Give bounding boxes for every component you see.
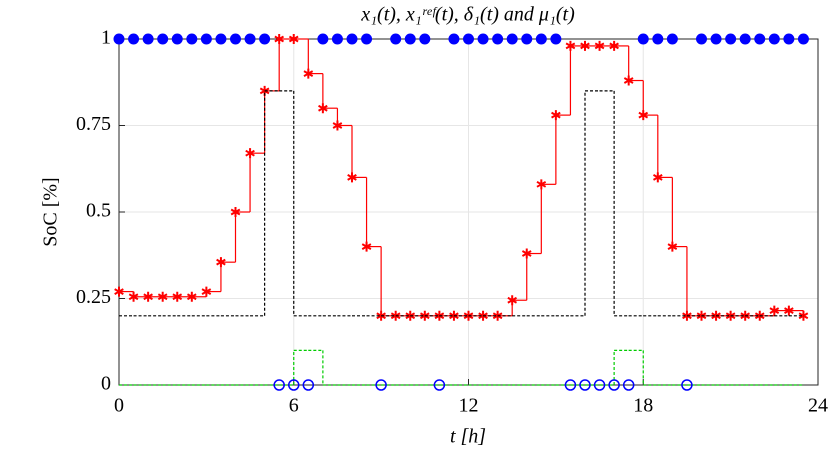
open-marker: [302, 379, 315, 391]
filled-marker: [768, 33, 780, 45]
asterisk-marker: [303, 68, 314, 79]
asterisk-marker: [172, 291, 183, 302]
y-tick-label: 0.75: [76, 113, 111, 135]
y-axis-label: SoC [%]: [40, 177, 62, 246]
filled-marker: [128, 33, 140, 45]
open-marker: [564, 379, 577, 391]
filled-marker: [331, 33, 343, 45]
asterisk-marker: [347, 172, 357, 183]
asterisk-marker: [623, 75, 634, 86]
asterisk-marker: [784, 305, 794, 316]
filled-marker: [637, 33, 649, 45]
asterisk-marker: [667, 241, 678, 252]
asterisk-marker: [318, 103, 328, 114]
filled-marker: [652, 33, 664, 45]
open-marker: [375, 379, 387, 391]
y-tick-label: 1: [101, 27, 111, 49]
y-tick-label: 0: [101, 373, 111, 395]
filled-marker: [739, 33, 751, 45]
asterisk-marker: [638, 110, 649, 121]
asterisk-marker: [652, 172, 663, 183]
filled-marker: [550, 33, 562, 45]
asterisk-marker: [332, 120, 343, 131]
asterisk-marker: [594, 40, 605, 51]
asterisk-marker: [288, 34, 299, 44]
y-tick-label: 0.5: [86, 200, 111, 222]
x-tick-label: 6: [289, 395, 299, 417]
filled-marker: [419, 33, 431, 45]
filled-marker: [754, 33, 766, 45]
x-tick-label: 18: [633, 395, 653, 417]
asterisk-marker: [216, 257, 226, 268]
open-marker: [273, 379, 285, 391]
asterisk-marker: [551, 110, 561, 121]
asterisk-marker: [507, 295, 518, 306]
filled-marker: [710, 33, 722, 45]
asterisk-marker: [114, 286, 124, 297]
asterisk-marker: [536, 179, 547, 190]
asterisk-marker: [157, 291, 168, 302]
filled-marker: [157, 33, 169, 45]
filled-marker: [463, 33, 474, 45]
filled-marker: [404, 33, 416, 45]
filled-marker: [186, 33, 198, 45]
open-marker: [579, 379, 591, 391]
series: [119, 38, 805, 317]
filled-marker: [361, 33, 373, 45]
open-marker: [608, 379, 620, 391]
filled-marker: [215, 33, 227, 45]
y-tick-label: 0.25: [76, 286, 111, 308]
asterisk-marker: [143, 291, 153, 302]
filled-marker: [259, 33, 271, 45]
filled-marker: [200, 33, 212, 45]
asterisk-marker: [274, 34, 285, 44]
open-marker: [593, 379, 606, 391]
filled-marker: [521, 33, 533, 45]
series: [119, 349, 804, 386]
asterisk-marker: [565, 40, 576, 51]
x-tick-label: 0: [114, 395, 124, 417]
open-marker: [622, 379, 635, 391]
filled-marker: [448, 33, 460, 45]
filled-marker: [244, 33, 256, 45]
filled-marker: [171, 33, 183, 45]
filled-marker: [230, 33, 241, 45]
asterisk-marker: [128, 291, 139, 302]
x-tick-label: 24: [808, 395, 828, 417]
series: [119, 90, 804, 317]
asterisk-marker: [798, 310, 809, 321]
asterisk-marker: [230, 207, 241, 217]
asterisk-marker: [361, 241, 372, 252]
filled-marker: [506, 33, 518, 45]
filled-marker: [535, 33, 547, 45]
filled-marker: [390, 33, 402, 45]
x-tick-label: 12: [459, 395, 479, 417]
filled-marker: [783, 33, 795, 45]
asterisk-marker: [245, 148, 255, 159]
asterisk-marker: [201, 286, 212, 297]
open-marker: [681, 379, 693, 391]
filled-marker: [666, 33, 678, 45]
filled-marker: [317, 33, 329, 45]
filled-marker: [696, 33, 707, 45]
open-marker: [433, 379, 446, 391]
filled-marker: [797, 33, 809, 45]
asterisk-marker: [609, 40, 619, 51]
asterisk-marker: [769, 305, 780, 316]
x-axis-label: t [h]: [450, 426, 486, 448]
asterisk-marker: [521, 248, 532, 259]
chart-title: x₁(t), x₁ʳᵉᶠ(t), δ₁(t) and μ₁(t): [360, 4, 575, 26]
filled-marker: [725, 33, 737, 45]
filled-marker: [142, 33, 154, 45]
filled-marker: [492, 33, 504, 45]
open-marker: [288, 379, 300, 391]
filled-marker: [113, 33, 125, 45]
asterisk-marker: [580, 40, 590, 51]
asterisk-marker: [186, 291, 197, 302]
filled-marker: [477, 33, 489, 45]
filled-marker: [346, 33, 358, 45]
